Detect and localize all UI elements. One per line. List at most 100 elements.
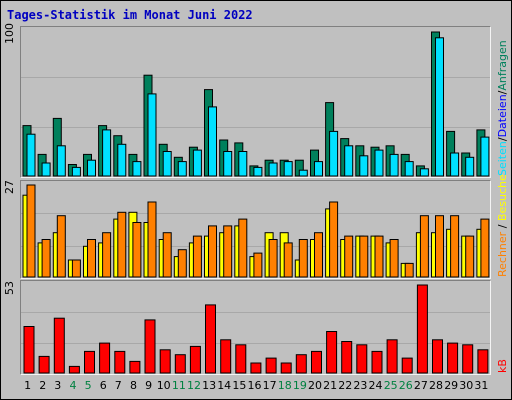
bar-kb-day-18 [280,362,292,374]
bar-kb-day-11 [174,354,186,374]
x-tick-label: 26 [398,379,413,392]
bar-rechner-day-7 [117,211,127,278]
x-tick-label: 8 [130,379,137,392]
x-tick-label: 5 [84,379,92,392]
bar-kb-day-29 [447,342,459,374]
x-tick-label: 2 [39,379,47,392]
x-tick-label: 6 [99,379,107,392]
requests-chart-svg [21,31,490,177]
kb-chart-svg [21,284,490,374]
bar-rechner-day-8 [132,222,142,278]
x-tick-label: 4 [69,379,77,392]
bar-seiten-day-29 [450,152,460,177]
bar-kb-day-31 [477,349,489,374]
bar-seiten-day-31 [480,136,490,177]
x-tick-label: 30 [459,379,474,392]
bar-seiten-day-14 [223,151,233,177]
bar-seiten-day-7 [117,143,127,177]
x-tick-label: 18 [277,379,292,392]
bar-seiten-day-4 [71,166,81,177]
bar-seiten-day-28 [435,37,444,177]
x-tick-label: 24 [368,379,383,392]
y-max-label-kb: 53 [3,281,16,295]
legend-visits: Rechner / Besuche [496,174,510,277]
legend-sep [496,221,509,225]
bar-kb-day-19 [295,354,307,374]
bar-seiten-day-22 [344,145,354,177]
bar-kb-day-15 [235,344,247,374]
x-tick-label: 1 [24,379,32,392]
legend-sep: / [496,137,509,142]
requests-chart-panel [20,26,491,178]
bar-seiten-day-30 [465,156,475,177]
bar-rechner-day-14 [223,225,233,278]
x-tick-label: 17 [262,379,277,392]
bar-seiten-day-5 [87,159,96,177]
bar-rechner-day-31 [480,218,490,278]
bar-rechner-day-2 [41,239,51,278]
bar-rechner-day-28 [435,215,444,278]
bar-seiten-day-2 [41,162,51,177]
legend-seiten: Seiten [496,141,509,176]
legend-besuche: Besuche [496,174,509,222]
x-tick-label: 28 [429,379,443,392]
bar-kb-day-3 [53,317,65,374]
bar-kb-day-25 [386,339,398,374]
bar-rechner-day-11 [177,249,187,278]
bar-kb-day-14 [220,339,232,374]
bar-rechner-day-12 [192,235,202,278]
bar-seiten-day-19 [298,169,308,177]
bar-rechner-day-24 [374,235,384,278]
bar-kb-day-9 [144,319,156,374]
bar-kb-day-1 [23,326,35,374]
x-tick-label: 13 [202,379,217,392]
bar-rechner-day-10 [162,232,172,278]
x-tick-label: 3 [54,379,62,392]
bar-rechner-day-20 [314,232,323,278]
bar-seiten-day-24 [374,149,384,177]
bar-seiten-day-16 [253,166,263,177]
bar-rechner-day-22 [344,235,354,278]
bar-rechner-day-26 [404,262,414,278]
bar-kb-day-22 [341,341,353,374]
bar-seiten-day-23 [359,155,369,177]
y-max-label-visits: 27 [3,180,16,194]
x-axis-day-labels: 1 2 3 4 5 6 7 8 9 10 11 12 13 14 15 16 17 18 19 20 21 22 23 24 2… [20,379,489,395]
x-tick-label: 15 [232,379,247,392]
bar-rechner-day-4 [71,259,81,278]
bar-kb-day-2 [38,355,50,374]
bar-seiten-day-6 [102,129,112,177]
bar-seiten-day-13 [208,106,217,177]
legend-sep: / [496,224,509,229]
bar-kb-day-10 [159,349,171,374]
x-tick-label: 19 [292,379,307,392]
bar-seiten-day-20 [314,161,323,177]
bar-kb-day-6 [99,342,111,374]
x-tick-label: 22 [338,379,353,392]
x-tick-label: 10 [156,379,171,392]
x-tick-label: 31 [474,379,489,392]
bar-seiten-day-17 [268,162,278,177]
bar-rechner-day-27 [419,215,429,278]
bar-kb-day-5 [84,350,95,374]
x-tick-label: 14 [217,379,232,392]
x-tick-label: 23 [353,379,368,392]
chart-title: Tages-Statistik im Monat Juni 2022 [7,8,253,22]
x-tick-label: 20 [308,379,322,392]
x-tick-label: 9 [145,379,153,392]
kb-chart-panel [20,280,491,375]
bar-seiten-day-18 [283,161,293,177]
legend-sep [496,228,509,232]
bar-rechner-day-21 [329,201,339,278]
bar-seiten-day-11 [177,161,187,177]
legend-anfragen: Anfragen [496,40,509,91]
x-tick-label: 29 [444,379,459,392]
bar-kb-day-16 [250,362,262,374]
bar-kb-day-4 [68,365,80,374]
bar-rechner-day-3 [56,215,66,278]
bar-seiten-day-26 [404,161,414,177]
visits-chart-svg [21,184,490,278]
visits-chart-panel [20,180,491,279]
x-tick-label: 7 [114,379,122,392]
bar-seiten-day-3 [56,145,66,177]
